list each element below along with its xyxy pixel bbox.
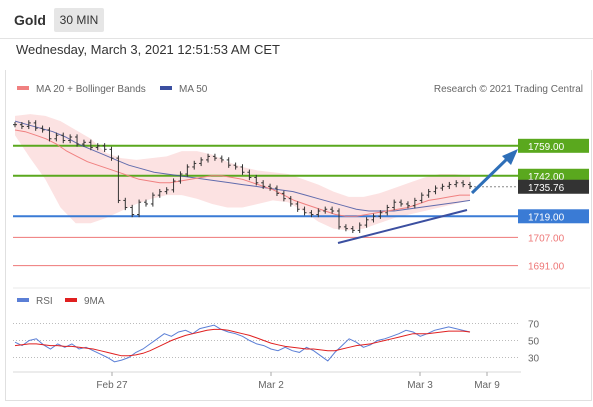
legend-rsi-ma-label: 9MA xyxy=(84,296,105,307)
legend-rsi-swatch xyxy=(17,298,29,302)
x-tick-label: Mar 2 xyxy=(258,380,284,391)
level-label-1707.00: 1707.00 xyxy=(528,233,565,244)
chart-frame xyxy=(5,70,592,401)
credit-text: Research © 2021 Trading Central xyxy=(434,84,583,95)
level-label-1719.00: 1719.00 xyxy=(528,212,565,223)
rsi-tick-30: 30 xyxy=(528,354,540,365)
x-tick-label: Feb 27 xyxy=(96,380,128,391)
level-tag-1719.00 xyxy=(518,209,589,224)
level-label-1691.00: 1691.00 xyxy=(528,262,565,273)
instrument-title: Gold xyxy=(14,12,46,28)
legend-ma20-label: MA 20 + Bollinger Bands xyxy=(36,84,146,95)
rsi-tick-70: 70 xyxy=(528,320,540,331)
x-tick-label: Mar 3 xyxy=(407,380,433,391)
rsi-tick-50: 50 xyxy=(528,337,540,348)
chart-header: Gold 30 MIN xyxy=(0,0,593,39)
x-axis: Feb 27 Mar 2 Mar 3 Mar 9 xyxy=(96,372,500,391)
trendline-and-arrow xyxy=(337,149,518,244)
legend-ma50-label: MA 50 xyxy=(179,84,208,95)
tab-timeframe[interactable]: 30 MIN xyxy=(54,8,104,32)
level-tag-1742.00 xyxy=(518,168,589,183)
rsi-ma-line xyxy=(14,328,471,357)
price-candles xyxy=(13,120,472,234)
legend-rsi-label: RSI xyxy=(36,296,53,307)
level-label-1742.00: 1742.00 xyxy=(528,172,565,183)
x-tick-label: Mar 9 xyxy=(474,380,500,391)
legend-ma20-swatch xyxy=(17,86,29,90)
forecast-arrow-head xyxy=(502,149,518,165)
level-tag-1759.00 xyxy=(518,138,589,153)
legend-rsi-ma-swatch xyxy=(65,298,77,302)
level-tag-1735.76 xyxy=(518,179,589,194)
forecast-arrow-line xyxy=(470,156,510,195)
chart-datetime: Wednesday, March 3, 2021 12:51:53 AM CET xyxy=(16,42,280,57)
level-label-1759.00: 1759.00 xyxy=(528,142,565,153)
support-trendline xyxy=(337,209,468,244)
rsi-line xyxy=(14,324,471,363)
legend-ma50-swatch xyxy=(160,86,172,90)
rsi-panel: 70 50 30 xyxy=(13,320,540,365)
level-label-1735.76: 1735.76 xyxy=(528,183,565,194)
